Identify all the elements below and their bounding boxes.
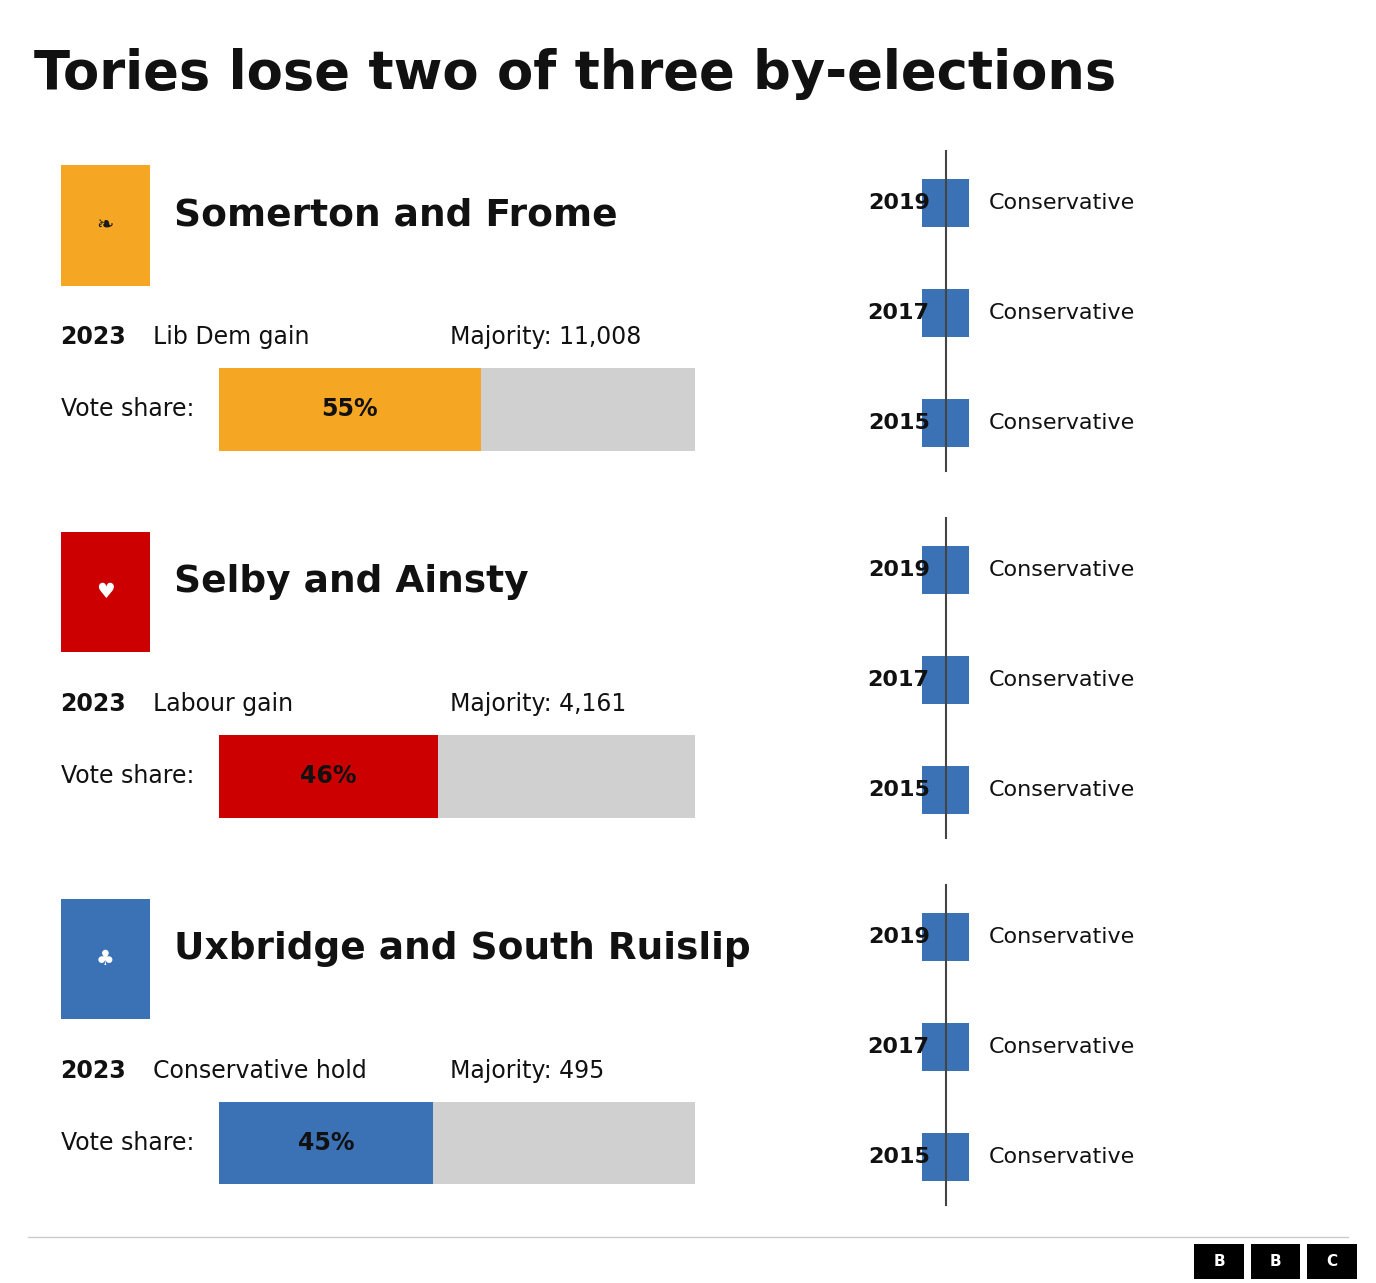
Text: 2017: 2017 — [868, 1037, 930, 1057]
Bar — [922, 912, 969, 961]
Bar — [1194, 1245, 1244, 1279]
Text: Conservative: Conservative — [989, 670, 1135, 690]
Text: 2017: 2017 — [868, 670, 930, 690]
Text: Lib Dem gain: Lib Dem gain — [153, 325, 310, 349]
Text: Conservative: Conservative — [989, 926, 1135, 947]
Text: 2015: 2015 — [868, 1147, 930, 1168]
Text: B: B — [1270, 1253, 1281, 1269]
Text: 2015: 2015 — [868, 780, 930, 801]
Bar — [219, 1102, 695, 1184]
Bar — [61, 166, 150, 286]
Bar — [922, 1023, 969, 1071]
Text: 2015: 2015 — [868, 413, 930, 434]
Text: Conservative: Conservative — [989, 413, 1135, 434]
Text: 2019: 2019 — [868, 926, 930, 947]
Text: ❧: ❧ — [96, 216, 114, 235]
Bar — [61, 899, 150, 1020]
Bar — [922, 178, 969, 227]
Bar — [1307, 1245, 1357, 1279]
Text: 2023: 2023 — [61, 692, 127, 716]
Text: C: C — [1326, 1253, 1337, 1269]
Text: Conservative: Conservative — [989, 559, 1135, 580]
Text: ♥: ♥ — [96, 582, 114, 602]
Bar — [219, 735, 438, 817]
Text: Conservative: Conservative — [989, 780, 1135, 801]
Text: 46%: 46% — [300, 765, 356, 788]
Text: Tories lose two of three by-elections: Tories lose two of three by-elections — [34, 47, 1117, 100]
Text: Vote share:: Vote share: — [61, 1132, 194, 1155]
Text: Conservative: Conservative — [989, 303, 1135, 323]
Text: Majority: 4,161: Majority: 4,161 — [450, 692, 626, 716]
Bar — [1251, 1245, 1300, 1279]
Text: ♣: ♣ — [96, 949, 114, 969]
Text: 45%: 45% — [297, 1132, 354, 1155]
Text: 55%: 55% — [322, 398, 378, 421]
Text: 2017: 2017 — [868, 303, 930, 323]
Bar — [61, 532, 150, 653]
Bar — [219, 1102, 433, 1184]
Text: Uxbridge and South Ruislip: Uxbridge and South Ruislip — [175, 931, 751, 967]
Text: Vote share:: Vote share: — [61, 765, 194, 788]
Text: Selby and Ainsty: Selby and Ainsty — [175, 565, 528, 600]
Bar — [922, 545, 969, 594]
Bar — [922, 766, 969, 815]
Text: B: B — [1214, 1253, 1225, 1269]
Bar — [219, 368, 695, 450]
Text: Labour gain: Labour gain — [153, 692, 293, 716]
Text: 2019: 2019 — [868, 192, 930, 213]
Text: Conservative hold: Conservative hold — [153, 1058, 367, 1083]
Bar — [922, 656, 969, 704]
Text: Somerton and Frome: Somerton and Frome — [175, 198, 618, 234]
Bar — [219, 368, 480, 450]
Text: Conservative: Conservative — [989, 192, 1135, 213]
Text: 2023: 2023 — [61, 325, 127, 349]
Text: Vote share:: Vote share: — [61, 398, 194, 421]
Bar — [922, 289, 969, 337]
Text: Conservative: Conservative — [989, 1037, 1135, 1057]
Bar — [922, 399, 969, 448]
Text: Majority: 11,008: Majority: 11,008 — [450, 325, 641, 349]
Bar — [219, 735, 695, 817]
Text: 2023: 2023 — [61, 1058, 127, 1083]
Text: Majority: 495: Majority: 495 — [450, 1058, 604, 1083]
Bar — [922, 1133, 969, 1182]
Text: Conservative: Conservative — [989, 1147, 1135, 1168]
Text: 2019: 2019 — [868, 559, 930, 580]
